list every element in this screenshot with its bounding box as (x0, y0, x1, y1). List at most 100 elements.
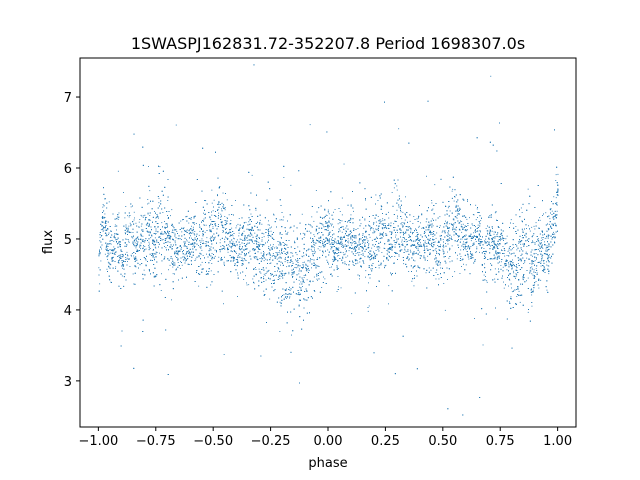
data-point (355, 253, 357, 254)
data-point (476, 208, 478, 210)
data-point (547, 265, 549, 267)
data-point (364, 244, 365, 246)
data-point (511, 291, 513, 293)
data-point (280, 237, 282, 238)
data-point (470, 240, 472, 242)
data-point (299, 283, 301, 285)
data-point (536, 241, 537, 242)
data-point (487, 230, 489, 232)
data-point (454, 196, 456, 198)
data-point (551, 210, 553, 212)
data-point (414, 260, 416, 262)
data-point (446, 239, 447, 241)
data-point (211, 237, 213, 239)
data-point (515, 273, 517, 275)
data-point (295, 267, 297, 269)
data-point (469, 256, 471, 257)
data-point (377, 216, 379, 217)
data-point (116, 229, 117, 231)
data-point (279, 219, 281, 221)
data-point (455, 204, 457, 206)
data-point (363, 227, 365, 229)
data-point (214, 224, 216, 226)
data-point (495, 251, 497, 253)
data-point (383, 231, 384, 233)
data-point (293, 230, 295, 232)
data-point (204, 214, 206, 215)
data-point (118, 260, 119, 262)
data-point (336, 265, 338, 267)
data-point (167, 200, 169, 201)
data-point (230, 260, 232, 261)
data-point (434, 184, 436, 186)
data-point (268, 246, 270, 247)
data-point (237, 274, 239, 276)
data-point (340, 287, 342, 289)
data-point (555, 180, 557, 181)
data-point (303, 265, 305, 267)
data-point (349, 219, 351, 221)
data-point (311, 250, 313, 252)
data-point (553, 231, 554, 233)
data-point (276, 258, 278, 260)
data-point (467, 199, 468, 200)
data-point (405, 241, 407, 243)
data-point (194, 231, 196, 232)
data-point (401, 241, 403, 243)
data-point (252, 227, 253, 228)
data-point (186, 240, 188, 242)
data-point (268, 232, 269, 234)
data-point (412, 223, 414, 224)
data-point (126, 251, 128, 253)
data-point (428, 234, 429, 236)
data-point (106, 220, 108, 222)
data-point (186, 229, 188, 231)
data-point (439, 216, 441, 218)
data-point (541, 237, 543, 239)
data-point (148, 223, 150, 225)
data-point (399, 208, 401, 209)
data-point (457, 236, 459, 238)
data-point (237, 296, 238, 297)
data-point (244, 236, 246, 238)
data-point (260, 272, 262, 274)
data-point (250, 239, 252, 241)
data-point (479, 251, 480, 253)
data-point (108, 266, 110, 268)
data-point (114, 252, 116, 254)
data-point (202, 231, 203, 233)
data-point (333, 251, 335, 253)
data-point (516, 273, 518, 275)
data-point (534, 276, 536, 278)
data-point (223, 354, 225, 355)
data-point (199, 240, 201, 242)
data-point (305, 274, 306, 276)
data-point (269, 298, 271, 300)
data-point (332, 251, 334, 252)
data-point (204, 231, 206, 233)
data-point (421, 214, 423, 216)
data-point (431, 218, 433, 220)
data-point (154, 237, 156, 239)
data-point (406, 226, 408, 227)
data-point (379, 222, 381, 224)
data-point (444, 309, 446, 311)
data-point (283, 216, 285, 218)
data-point (378, 246, 380, 247)
data-point (205, 224, 207, 226)
data-point (415, 252, 417, 254)
data-point (385, 264, 387, 266)
data-point (534, 257, 536, 259)
data-point (417, 236, 418, 238)
data-point (99, 240, 101, 242)
data-point (387, 239, 389, 240)
data-point (212, 226, 214, 228)
data-point (398, 128, 400, 130)
data-point (271, 237, 273, 239)
data-point (501, 232, 503, 234)
data-point (187, 251, 188, 253)
data-point (263, 233, 265, 235)
data-point (329, 217, 331, 219)
data-point (356, 260, 358, 262)
data-point (440, 267, 442, 269)
